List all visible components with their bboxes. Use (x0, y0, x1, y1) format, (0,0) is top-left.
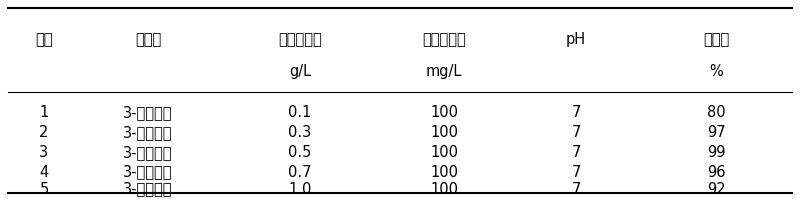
Text: 80: 80 (706, 105, 726, 120)
Text: 催化剂浓度: 催化剂浓度 (278, 32, 322, 47)
Text: 100: 100 (430, 125, 458, 140)
Text: 还原剂浓度: 还原剂浓度 (422, 32, 466, 47)
Text: 3: 3 (39, 145, 49, 160)
Text: 3-硝基甲苯: 3-硝基甲苯 (123, 181, 173, 197)
Text: 7: 7 (571, 165, 581, 180)
Text: 1: 1 (39, 105, 49, 120)
Text: 100: 100 (430, 165, 458, 180)
Text: 99: 99 (706, 145, 726, 160)
Text: %: % (709, 64, 723, 79)
Text: mg/L: mg/L (426, 64, 462, 79)
Text: 7: 7 (571, 125, 581, 140)
Text: 0.5: 0.5 (288, 145, 312, 160)
Text: 序号: 序号 (35, 32, 53, 47)
Text: 5: 5 (39, 181, 49, 197)
Text: 3-硝基甲苯: 3-硝基甲苯 (123, 105, 173, 120)
Text: 96: 96 (706, 165, 726, 180)
Text: 1.0: 1.0 (288, 181, 312, 197)
Text: 0.1: 0.1 (288, 105, 312, 120)
Text: 97: 97 (706, 125, 726, 140)
Text: 100: 100 (430, 145, 458, 160)
Text: 100: 100 (430, 105, 458, 120)
Text: g/L: g/L (289, 64, 311, 79)
Text: 反应物: 反应物 (135, 32, 161, 47)
Text: 0.3: 0.3 (288, 125, 312, 140)
Text: 92: 92 (706, 181, 726, 197)
Text: 7: 7 (571, 105, 581, 120)
Text: 3-硝基甲苯: 3-硝基甲苯 (123, 165, 173, 180)
Text: 2: 2 (39, 125, 49, 140)
Text: 4: 4 (39, 165, 49, 180)
Text: 转化率: 转化率 (703, 32, 729, 47)
Text: 100: 100 (430, 181, 458, 197)
Text: 7: 7 (571, 181, 581, 197)
Text: 7: 7 (571, 145, 581, 160)
Text: pH: pH (566, 32, 586, 47)
Text: 3-硝基甲苯: 3-硝基甲苯 (123, 145, 173, 160)
Text: 0.7: 0.7 (288, 165, 312, 180)
Text: 3-硝基甲苯: 3-硝基甲苯 (123, 125, 173, 140)
